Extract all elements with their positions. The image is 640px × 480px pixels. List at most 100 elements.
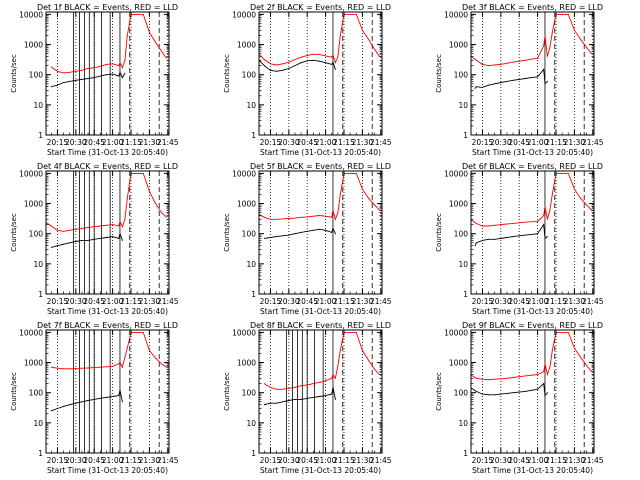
lld-data-point xyxy=(50,225,52,227)
lld-data-point xyxy=(488,225,490,227)
events-data-point xyxy=(263,65,265,67)
y-tick-label: 100 xyxy=(454,230,469,239)
x-axis-label: Start Time (31-Oct-13 20:05:40) xyxy=(47,466,168,475)
events-data-point xyxy=(544,237,546,239)
events-data-point xyxy=(81,239,83,241)
events-data-point xyxy=(118,75,120,77)
lld-data-point xyxy=(543,215,545,216)
lld-data-point xyxy=(161,363,163,365)
x-tick-label: 20:30 xyxy=(490,297,512,306)
lld-data-point xyxy=(119,221,121,223)
events-data-point xyxy=(512,392,514,394)
events-data-point xyxy=(69,404,71,406)
events-data-point xyxy=(546,236,548,238)
lld-data-point xyxy=(488,379,490,381)
x-tick-label: 21:15 xyxy=(333,456,355,465)
events-data-point xyxy=(494,83,496,85)
panel-title: Det 8f BLACK = Events, RED = LLD xyxy=(250,321,391,330)
lld-data-point xyxy=(567,13,569,15)
lld-data-point xyxy=(93,226,95,228)
events-data-point xyxy=(269,69,271,71)
y-tick-label: 100 xyxy=(242,230,257,239)
y-tick-label: 1000 xyxy=(237,359,256,368)
events-data-point xyxy=(325,229,327,231)
lld-data-point xyxy=(374,204,376,206)
lld-data-point xyxy=(81,367,83,369)
y-tick-label: 1 xyxy=(251,290,256,299)
lld-data-point xyxy=(332,209,334,211)
lld-data-point xyxy=(93,67,95,69)
lld-data-point xyxy=(87,68,89,69)
lld-data-point xyxy=(561,13,563,15)
series-group xyxy=(50,13,167,88)
lld-data-point xyxy=(512,222,514,224)
x-tick-label: 20:45 xyxy=(508,456,530,465)
lld-data-point xyxy=(87,367,89,369)
events-data-point xyxy=(332,227,334,229)
events-data-point xyxy=(288,400,290,401)
x-tick-label: 20:30 xyxy=(65,456,87,465)
lld-data-point xyxy=(63,368,65,370)
events-data-point xyxy=(512,79,514,81)
events-data-point xyxy=(331,231,333,233)
lld-data-point xyxy=(300,216,302,218)
y-tick-label: 1 xyxy=(38,290,43,299)
lld-data-point xyxy=(269,386,271,388)
lld-series-line xyxy=(471,172,592,227)
events-series-line xyxy=(264,387,336,406)
lld-data-point xyxy=(561,172,563,174)
events-data-point xyxy=(50,86,52,88)
events-data-point xyxy=(81,78,83,80)
events-series-line xyxy=(264,227,336,239)
x-tick-label: 21:15 xyxy=(120,456,142,465)
events-data-point xyxy=(63,243,65,245)
lld-data-point xyxy=(50,66,52,68)
lld-data-point xyxy=(368,197,369,199)
y-tick-label: 100 xyxy=(29,389,44,398)
lld-data-point xyxy=(148,350,150,351)
events-data-point xyxy=(288,68,290,69)
x-tick-label: 21:45 xyxy=(370,456,392,465)
events-data-point xyxy=(319,228,320,230)
x-tick-label: 21:30 xyxy=(352,456,374,465)
lld-data-point xyxy=(368,38,369,40)
y-tick-label: 1000 xyxy=(237,41,256,50)
events-data-point xyxy=(282,69,284,71)
x-axis-label: Start Time (31-Oct-13 20:05:40) xyxy=(47,307,168,316)
events-data-point xyxy=(488,394,490,396)
events-data-point xyxy=(75,79,77,81)
lld-data-point xyxy=(586,365,588,366)
x-tick-label: 20:45 xyxy=(83,456,105,465)
plot-frame xyxy=(45,170,170,295)
x-tick-label: 20:15 xyxy=(472,456,494,465)
lld-data-point xyxy=(551,350,553,351)
events-data-point xyxy=(546,80,548,82)
events-data-point xyxy=(294,398,296,400)
events-data-point xyxy=(75,241,77,242)
events-data-point xyxy=(118,395,120,397)
events-data-point xyxy=(63,405,65,407)
y-tick-label: 100 xyxy=(29,71,44,80)
lld-data-point xyxy=(263,59,265,60)
detector-panel-1: 1 10 100 1000 10000 20:1520:3020:4521:0021:15… xyxy=(10,3,179,157)
lld-data-point xyxy=(300,385,302,387)
events-data-point xyxy=(56,84,58,86)
lld-data-point xyxy=(119,62,121,64)
lld-data-point xyxy=(339,350,341,351)
events-data-point xyxy=(543,68,545,70)
events-data-point xyxy=(312,229,314,231)
y-axis-label: Counts/sec xyxy=(223,213,231,252)
detector-panel-6: 1 10 100 1000 10000 20:1520:3020:4521:0021:15… xyxy=(435,162,604,316)
lld-data-point xyxy=(506,377,508,379)
x-axis-label: Start Time (31-Oct-13 20:05:40) xyxy=(260,148,381,157)
events-data-point xyxy=(306,60,308,62)
lld-data-point xyxy=(312,215,314,217)
lld-data-point xyxy=(118,65,120,67)
lld-data-point xyxy=(337,212,339,214)
x-tick-label: 20:45 xyxy=(296,297,318,306)
detector-panel-8: 1 10 100 1000 10000 20:1520:3020:4521:0021:15… xyxy=(223,321,392,475)
lld-data-point xyxy=(300,56,302,58)
lld-data-point xyxy=(524,221,526,223)
events-data-point xyxy=(99,75,101,77)
lld-data-point xyxy=(263,216,265,218)
